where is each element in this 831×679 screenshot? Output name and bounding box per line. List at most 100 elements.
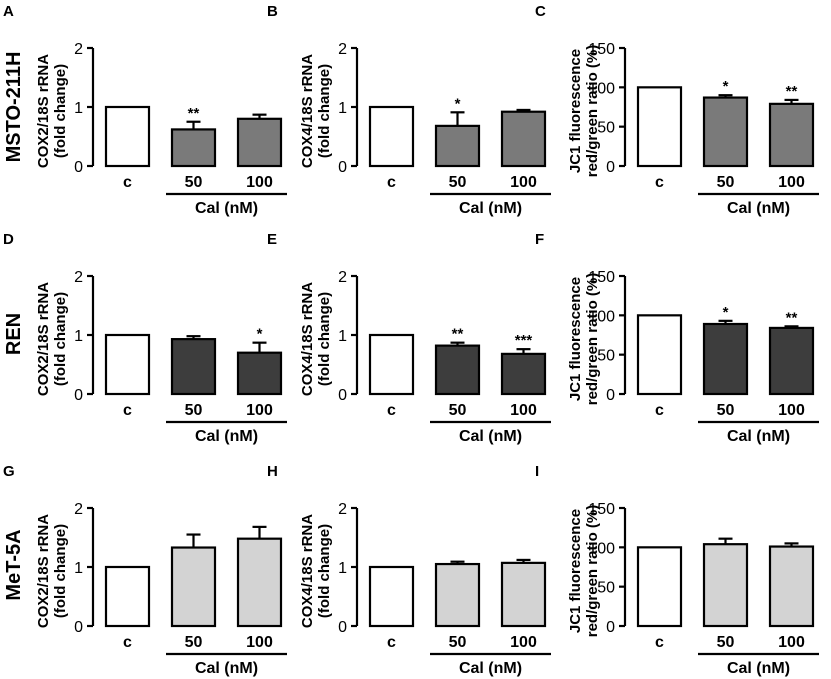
bar-50 [434, 562, 481, 628]
y-tick-label: 2 [74, 41, 83, 58]
x-tick-label: c [655, 402, 664, 419]
y-tick-label: 2 [338, 501, 347, 518]
significance-marker: *** [515, 332, 533, 349]
panel-letter: I [535, 463, 539, 480]
x-tick-label: 50 [449, 174, 467, 191]
y-tick-label: 0 [74, 387, 83, 404]
significance-marker: ** [452, 326, 464, 343]
y-axis-label: COX2/18S rRNA [35, 54, 52, 168]
bar-100 [768, 545, 815, 628]
y-tick-label: 1 [338, 100, 347, 117]
group-label: Cal (nM) [459, 660, 522, 677]
bar-control [368, 565, 415, 628]
significance-marker: ** [188, 105, 200, 122]
y-axis-label: JC1 fluorescence [567, 509, 584, 633]
group-label: Cal (nM) [727, 428, 790, 445]
significance-marker: * [455, 95, 461, 112]
y-tick-label: 0 [338, 387, 347, 404]
x-tick-label: 100 [510, 174, 537, 191]
bar-50 [702, 543, 749, 628]
y-tick-label: 100 [588, 80, 615, 97]
y-axis-label: COX2/18S rRNA [35, 282, 52, 396]
y-tick-label: 1 [338, 328, 347, 345]
panel-letter: C [535, 3, 546, 20]
panel-letter: F [535, 231, 544, 248]
x-tick-label: c [655, 174, 664, 191]
panel-letter: B [267, 3, 278, 20]
bar-50 [434, 124, 481, 168]
x-tick-label: 100 [510, 402, 537, 419]
bar-control [636, 86, 683, 168]
y-axis-label: COX2/18S rRNA [35, 514, 52, 628]
row-label: REN [3, 313, 25, 355]
bar-100 [500, 352, 547, 396]
bar-50 [702, 96, 749, 168]
x-tick-label: c [655, 634, 664, 651]
y-tick-label: 2 [74, 501, 83, 518]
bar-100 [500, 110, 547, 168]
y-axis-label: JC1 fluorescence [567, 277, 584, 401]
x-tick-label: 50 [449, 634, 467, 651]
bar-control [368, 105, 415, 168]
group-label: Cal (nM) [459, 428, 522, 445]
y-axis-label-2: (fold change) [316, 292, 333, 386]
x-tick-label: 100 [246, 174, 273, 191]
y-axis-label: COX4/18S rRNA [299, 514, 316, 628]
bar-50 [170, 338, 217, 396]
significance-marker: * [257, 326, 263, 343]
y-tick-label: 1 [338, 560, 347, 577]
bar-control [104, 105, 151, 168]
panel-letter: H [267, 463, 278, 480]
panel-letter: E [267, 231, 277, 248]
x-tick-label: 50 [717, 634, 735, 651]
group-label: Cal (nM) [727, 200, 790, 217]
group-label: Cal (nM) [195, 660, 258, 677]
y-tick-label: 0 [338, 159, 347, 176]
x-tick-label: 100 [778, 174, 805, 191]
x-tick-label: 50 [185, 634, 203, 651]
y-tick-label: 0 [606, 159, 615, 176]
panel-letter: G [3, 463, 15, 480]
y-axis-label-2: (fold change) [52, 64, 69, 158]
x-tick-label: 50 [185, 174, 203, 191]
y-axis-label: JC1 fluorescence [567, 49, 584, 173]
y-tick-label: 0 [606, 387, 615, 404]
bar-50 [702, 322, 749, 396]
x-tick-label: c [387, 402, 396, 419]
y-tick-label: 0 [338, 619, 347, 636]
x-tick-label: c [123, 174, 132, 191]
bar-control [636, 314, 683, 396]
x-tick-label: 100 [246, 402, 273, 419]
y-tick-label: 0 [606, 619, 615, 636]
x-tick-label: 100 [778, 634, 805, 651]
x-tick-label: c [123, 402, 132, 419]
y-axis-label: COX4/18S rRNA [299, 54, 316, 168]
y-axis-label-2: (fold change) [316, 524, 333, 618]
x-tick-label: 100 [246, 634, 273, 651]
y-tick-label: 2 [338, 269, 347, 286]
y-tick-label: 1 [74, 560, 83, 577]
y-axis-label-2: red/green ratio (%) [584, 273, 601, 406]
bar-100 [236, 537, 283, 628]
bar-control [636, 546, 683, 628]
x-tick-label: 50 [185, 402, 203, 419]
significance-marker: ** [786, 309, 798, 326]
y-tick-label: 100 [588, 540, 615, 557]
bar-100 [236, 117, 283, 168]
bar-control [104, 333, 151, 396]
bar-100 [500, 561, 547, 628]
bar-50 [170, 546, 217, 628]
x-tick-label: c [123, 634, 132, 651]
y-tick-label: 0 [74, 159, 83, 176]
row-label: MSTO-211H [3, 52, 25, 163]
significance-marker: ** [786, 83, 798, 100]
y-tick-label: 100 [588, 308, 615, 325]
y-axis-label-2: (fold change) [316, 64, 333, 158]
bar-100 [236, 351, 283, 396]
y-tick-label: 50 [597, 120, 615, 137]
bar-100 [768, 326, 815, 396]
y-axis-label-2: (fold change) [52, 292, 69, 386]
y-axis-label-2: red/green ratio (%) [584, 505, 601, 638]
group-label: Cal (nM) [459, 200, 522, 217]
